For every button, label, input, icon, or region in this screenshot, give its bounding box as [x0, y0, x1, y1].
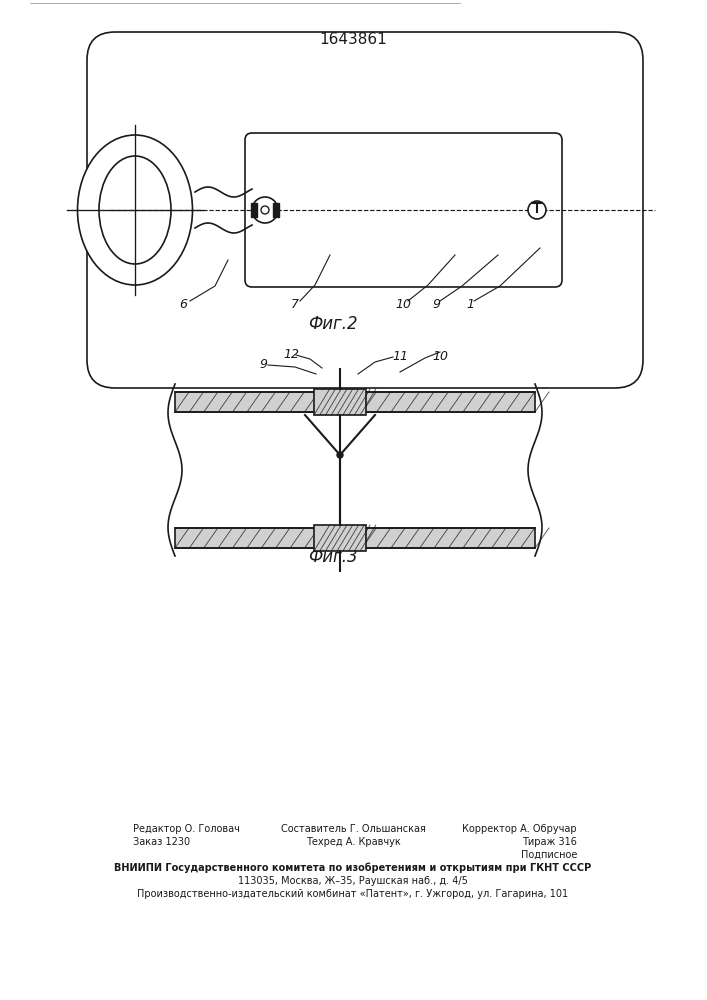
Ellipse shape [78, 135, 192, 285]
Circle shape [528, 201, 546, 219]
Text: Фиг.2: Фиг.2 [308, 315, 358, 333]
Text: Составитель Г. Ольшанская: Составитель Г. Ольшанская [281, 824, 426, 834]
Bar [175, 528, 535, 548]
Circle shape [337, 452, 343, 458]
Bar [251, 203, 257, 217]
Text: ВНИИПИ Государственного комитета по изобретениям и открытиям при ГКНТ СССР: ВНИИПИ Государственного комитета по изоб… [115, 863, 592, 873]
Text: 7: 7 [291, 298, 299, 312]
Text: 10: 10 [395, 298, 411, 312]
Bar [314, 389, 366, 415]
Text: Фиг.3: Фиг.3 [308, 548, 358, 566]
Text: Редактор О. Головач: Редактор О. Головач [133, 824, 240, 834]
Text: Тираж 316: Тираж 316 [522, 837, 577, 847]
Text: Техред А. Кравчук: Техред А. Кравчук [305, 837, 400, 847]
FancyBboxPatch shape [87, 32, 643, 388]
Text: 1643861: 1643861 [319, 32, 387, 47]
Text: 9: 9 [259, 359, 267, 371]
Bar [175, 392, 535, 412]
Text: 6: 6 [179, 298, 187, 312]
Circle shape [252, 197, 278, 223]
FancyBboxPatch shape [245, 133, 562, 287]
Text: 11: 11 [392, 351, 408, 363]
Text: Подписное: Подписное [520, 850, 577, 860]
Text: 12: 12 [283, 349, 299, 361]
Bar [314, 525, 366, 551]
Bar [273, 203, 279, 217]
Text: 113035, Москва, Ж–35, Раушская наб., д. 4/5: 113035, Москва, Ж–35, Раушская наб., д. … [238, 876, 468, 886]
Text: Корректор А. Обручар: Корректор А. Обручар [462, 824, 577, 834]
Text: Производственно-издательский комбинат «Патент», г. Ужгород, ул. Гагарина, 101: Производственно-издательский комбинат «П… [137, 889, 568, 899]
Text: Заказ 1230: Заказ 1230 [133, 837, 190, 847]
Text: 9: 9 [432, 298, 440, 312]
Text: 1: 1 [466, 298, 474, 312]
Text: 10: 10 [432, 351, 448, 363]
